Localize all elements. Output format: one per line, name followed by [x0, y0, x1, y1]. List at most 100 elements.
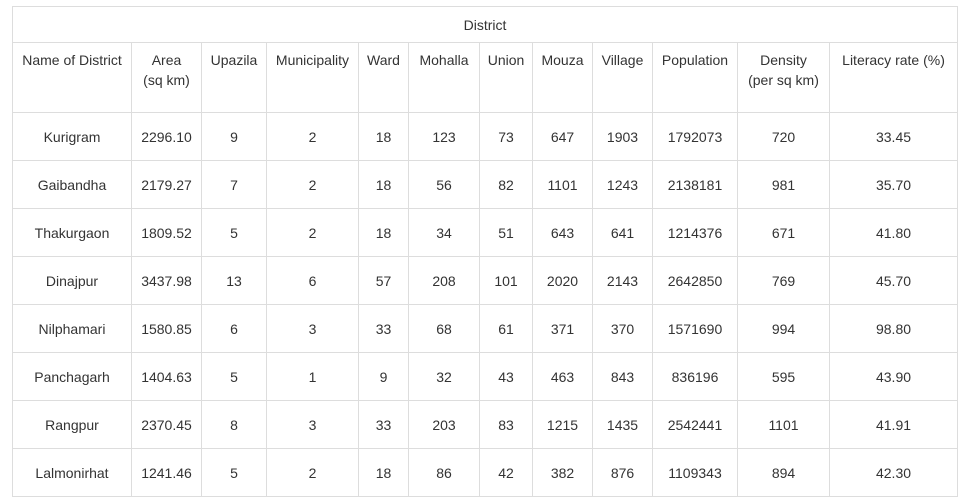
cell-mohalla: 34 [408, 208, 480, 257]
cell-population: 2542441 [652, 400, 738, 449]
cell-mohalla: 203 [408, 400, 480, 449]
cell-density: 769 [737, 256, 830, 305]
table-row: Thakurgaon 1809.52 5 2 18 34 51 643 641 1214376 67… [12, 208, 959, 257]
cell-area: 2296.10 [131, 112, 202, 161]
cell-literacy-rate: 35.70 [828, 160, 959, 209]
header-area: Area (sq km) [131, 42, 202, 113]
cell-municipality: 3 [266, 400, 359, 449]
table-row: Kurigram 2296.10 9 2 18 123 73 647 1903 1792073 72… [12, 112, 959, 161]
cell-literacy-rate: 98.80 [828, 304, 959, 353]
cell-area: 1241.46 [131, 448, 202, 497]
cell-area: 1580.85 [131, 304, 202, 353]
cell-population: 836196 [652, 352, 738, 401]
cell-union: 51 [479, 208, 533, 257]
cell-ward: 18 [358, 160, 409, 209]
cell-municipality: 2 [266, 160, 359, 209]
cell-ward: 18 [358, 112, 409, 161]
cell-area: 3437.98 [131, 256, 202, 305]
cell-union: 101 [479, 256, 533, 305]
header-literacy-rate: Literacy rate (%) [828, 42, 959, 113]
cell-union: 43 [479, 352, 533, 401]
cell-mohalla: 68 [408, 304, 480, 353]
cell-mouza: 647 [532, 112, 593, 161]
cell-municipality: 2 [266, 448, 359, 497]
cell-village: 2143 [592, 256, 653, 305]
cell-mouza: 2020 [532, 256, 593, 305]
header-mohalla: Mohalla [408, 42, 480, 113]
cell-union: 83 [479, 400, 533, 449]
header-union: Union [479, 42, 533, 113]
cell-ward: 18 [358, 208, 409, 257]
cell-municipality: 2 [266, 208, 359, 257]
cell-upazila: 9 [201, 112, 267, 161]
cell-upazila: 7 [201, 160, 267, 209]
cell-population: 1792073 [652, 112, 738, 161]
cell-name-of-district: Gaibandha [12, 160, 132, 209]
district-table: District Name of District Area (sq km) Upaz… [11, 6, 959, 497]
header-village: Village [592, 42, 653, 113]
cell-village: 876 [592, 448, 653, 497]
header-population: Population [652, 42, 738, 113]
cell-union: 82 [479, 160, 533, 209]
table-row: Panchagarh 1404.63 5 1 9 32 43 463 843 836196 595 4… [12, 352, 959, 401]
cell-village: 1243 [592, 160, 653, 209]
table-row: Lalmonirhat 1241.46 5 2 18 86 42 382 876 1109343 8… [12, 448, 959, 497]
cell-ward: 57 [358, 256, 409, 305]
table-row: Nilphamari 1580.85 6 3 33 68 61 371 370 1571690 99… [12, 304, 959, 353]
cell-density: 1101 [737, 400, 830, 449]
cell-density: 981 [737, 160, 830, 209]
header-upazila: Upazila [201, 42, 267, 113]
cell-union: 61 [479, 304, 533, 353]
table-caption: District [11, 6, 959, 43]
cell-upazila: 8 [201, 400, 267, 449]
cell-area: 2179.27 [131, 160, 202, 209]
cell-literacy-rate: 33.45 [828, 112, 959, 161]
cell-name-of-district: Nilphamari [12, 304, 132, 353]
cell-name-of-district: Kurigram [12, 112, 132, 161]
cell-literacy-rate: 42.30 [828, 448, 959, 497]
cell-municipality: 6 [266, 256, 359, 305]
cell-mohalla: 56 [408, 160, 480, 209]
cell-literacy-rate: 41.80 [828, 208, 959, 257]
cell-mouza: 1215 [532, 400, 593, 449]
cell-mohalla: 208 [408, 256, 480, 305]
cell-mohalla: 123 [408, 112, 480, 161]
cell-mohalla: 32 [408, 352, 480, 401]
table-body: Kurigram 2296.10 9 2 18 123 73 647 1903 1792073 72… [12, 112, 959, 497]
cell-mouza: 1101 [532, 160, 593, 209]
cell-area: 1809.52 [131, 208, 202, 257]
cell-ward: 33 [358, 400, 409, 449]
table-caption-row: District [11, 6, 959, 43]
cell-village: 641 [592, 208, 653, 257]
header-name-of-district: Name of District [12, 42, 132, 113]
cell-population: 1109343 [652, 448, 738, 497]
cell-name-of-district: Rangpur [12, 400, 132, 449]
header-ward: Ward [358, 42, 409, 113]
header-mouza: Mouza [532, 42, 593, 113]
table-row: Dinajpur 3437.98 13 6 57 208 101 2020 2143 264285… [12, 256, 959, 305]
cell-population: 2642850 [652, 256, 738, 305]
cell-union: 42 [479, 448, 533, 497]
cell-area: 1404.63 [131, 352, 202, 401]
cell-municipality: 2 [266, 112, 359, 161]
cell-literacy-rate: 43.90 [828, 352, 959, 401]
cell-literacy-rate: 41.91 [828, 400, 959, 449]
cell-ward: 33 [358, 304, 409, 353]
cell-density: 671 [737, 208, 830, 257]
table-row: Gaibandha 2179.27 7 2 18 56 82 1101 1243 2138181 9… [12, 160, 959, 209]
cell-name-of-district: Dinajpur [12, 256, 132, 305]
cell-village: 843 [592, 352, 653, 401]
cell-municipality: 1 [266, 352, 359, 401]
cell-population: 1571690 [652, 304, 738, 353]
cell-mouza: 643 [532, 208, 593, 257]
cell-upazila: 5 [201, 208, 267, 257]
header-municipality: Municipality [266, 42, 359, 113]
cell-mouza: 371 [532, 304, 593, 353]
cell-population: 2138181 [652, 160, 738, 209]
cell-village: 1435 [592, 400, 653, 449]
cell-ward: 18 [358, 448, 409, 497]
table-row: Rangpur 2370.45 8 3 33 203 83 1215 1435 2542441 11… [12, 400, 959, 449]
cell-upazila: 6 [201, 304, 267, 353]
cell-upazila: 13 [201, 256, 267, 305]
cell-mouza: 382 [532, 448, 593, 497]
